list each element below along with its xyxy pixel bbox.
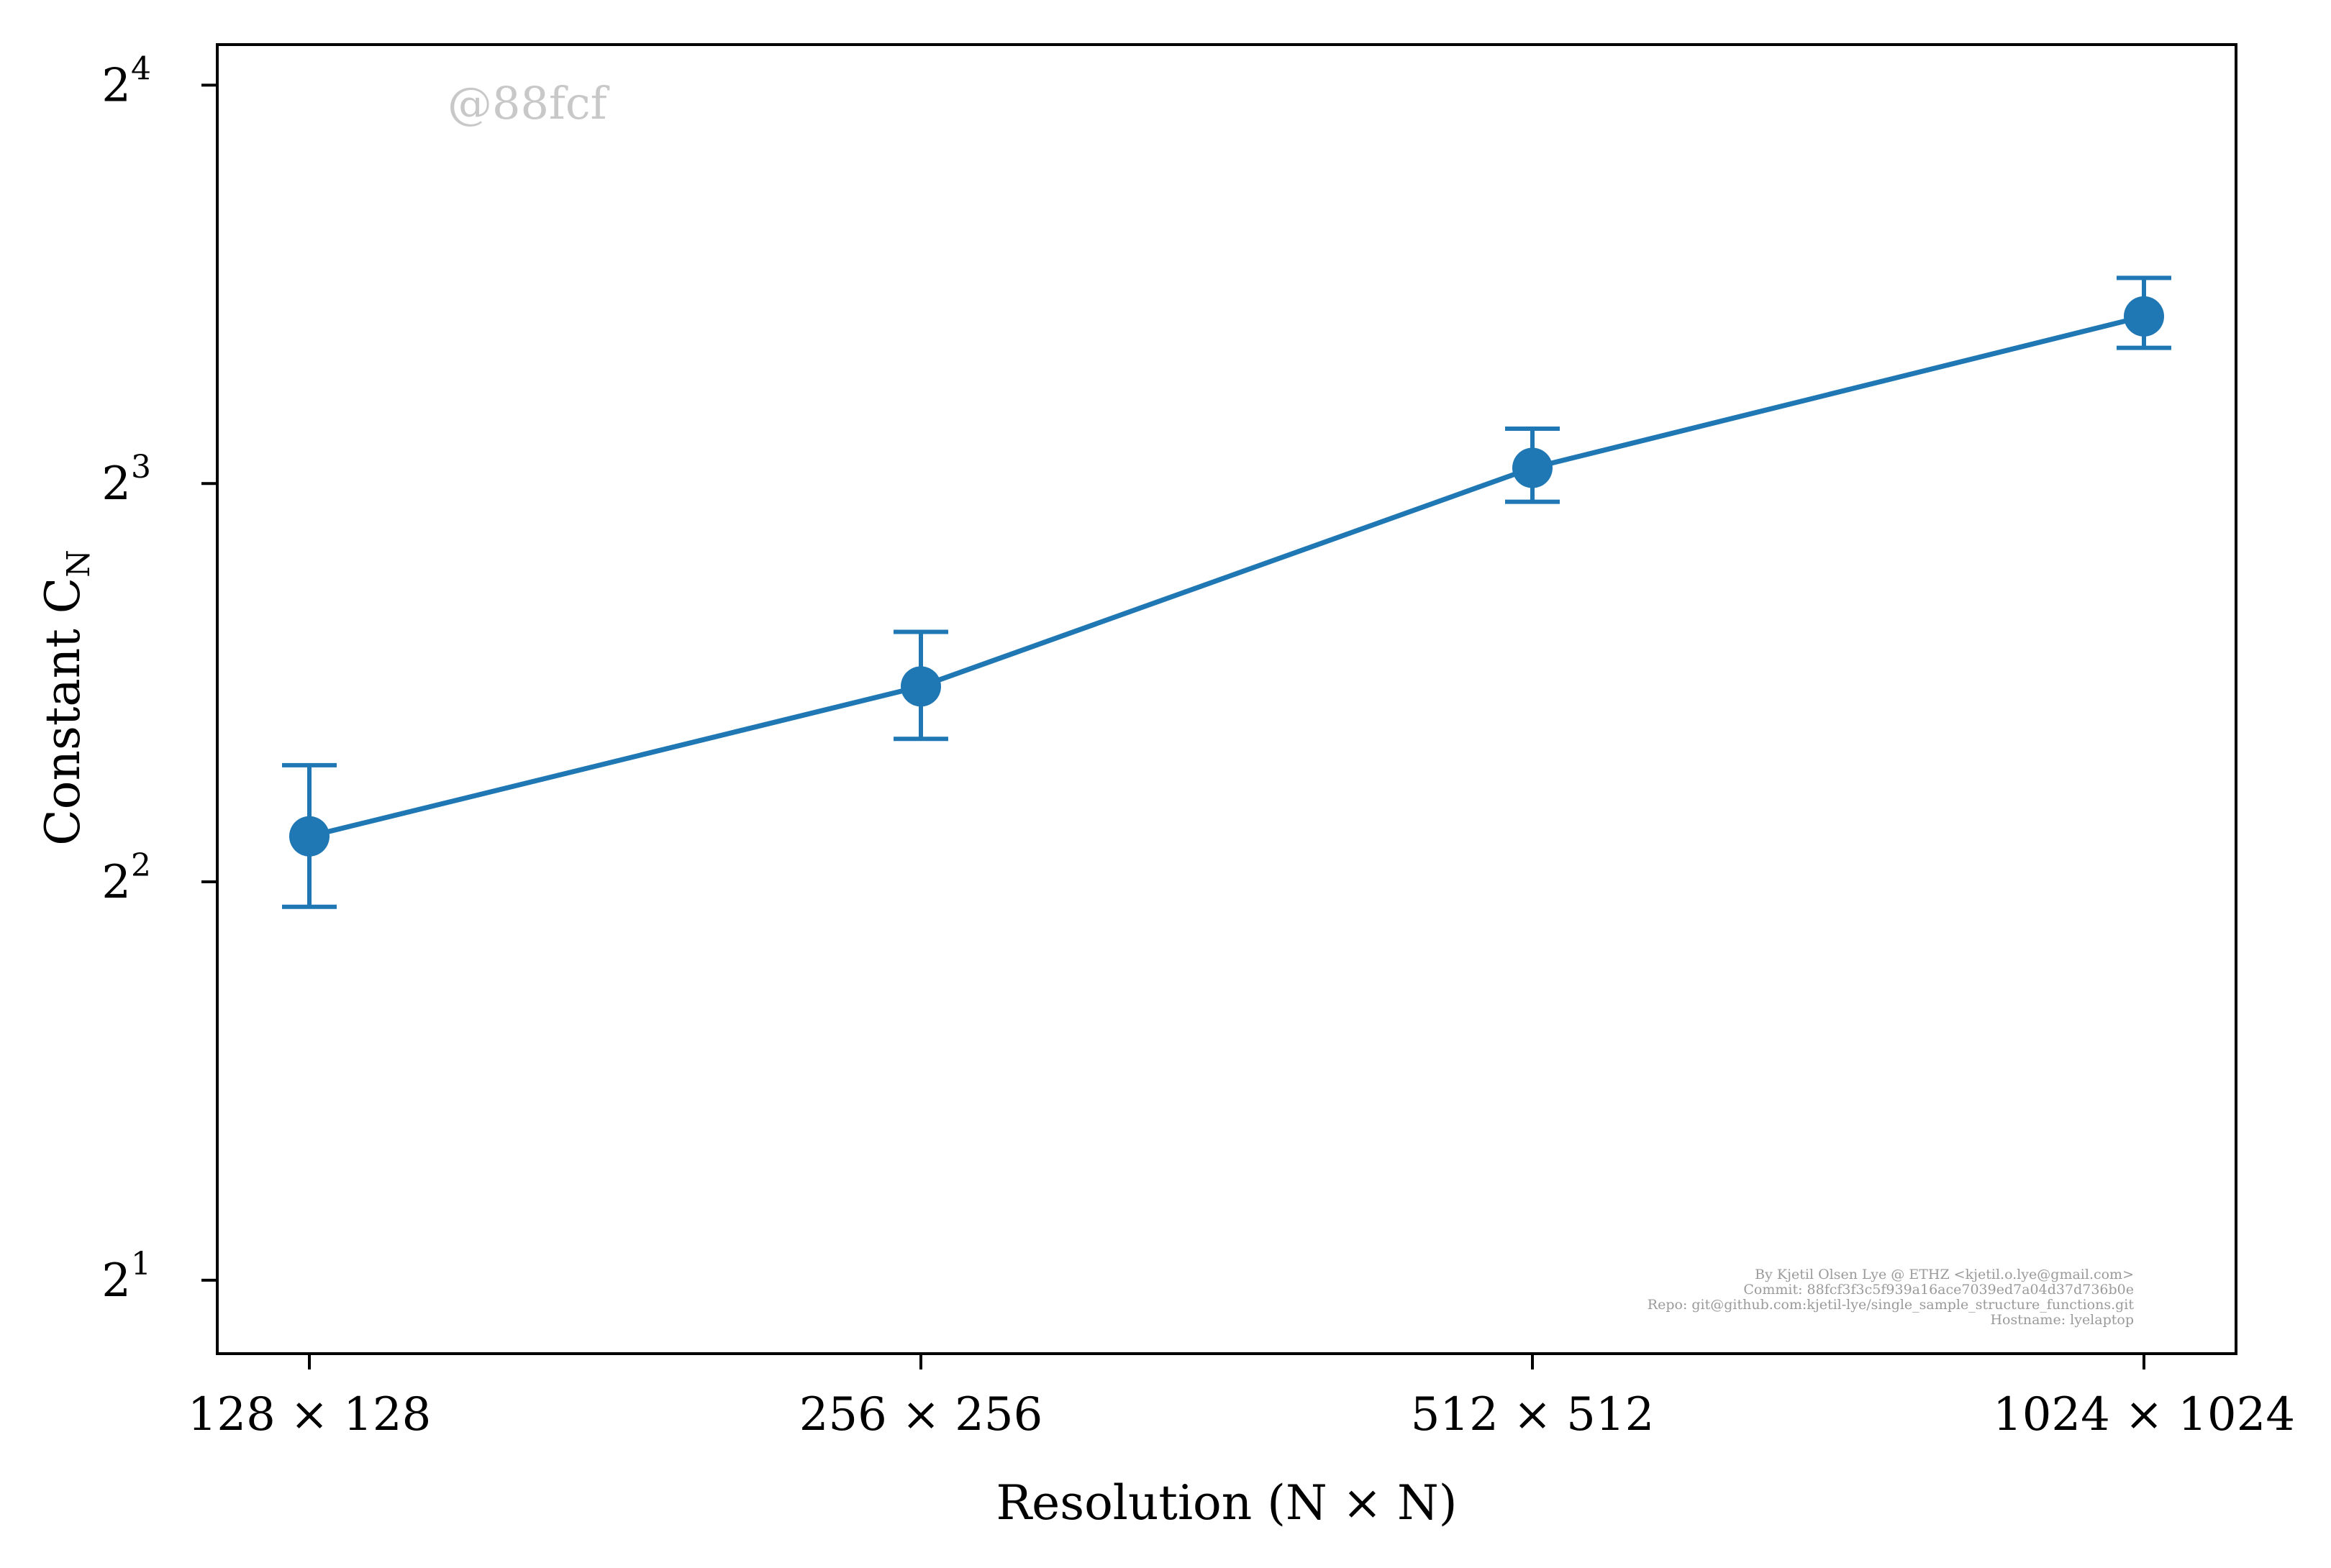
y-tick-base: 2 [101, 856, 131, 909]
credit-line: Hostname: lyelaptop [1990, 1312, 2134, 1328]
y-tick-base: 2 [101, 59, 131, 112]
y-axis-label: Constant CN [35, 550, 97, 846]
data-point [901, 666, 941, 707]
y-tick-base: 2 [101, 457, 131, 511]
y-tick-label: 24 [101, 50, 151, 112]
data-point [2124, 296, 2164, 337]
credit-line: By Kjetil Olsen Lye @ ETHZ <kjetil.o.lye… [1755, 1267, 2134, 1282]
y-tick-label: 22 [101, 847, 151, 909]
x-tick-label: 1024 × 1024 [1993, 1388, 2295, 1441]
y-tick-exponent: 3 [131, 449, 151, 486]
plot-area [216, 43, 2237, 1355]
credit-line: Commit: 88fcf3f3c5f939a16ace7039ed7a04d3… [1743, 1282, 2134, 1298]
series-group [282, 275, 2171, 909]
y-axis-label-subscript: N [60, 550, 97, 578]
y-tick-label: 23 [101, 449, 151, 511]
credits-block: By Kjetil Olsen Lye @ ETHZ <kjetil.o.lye… [1648, 1267, 2135, 1328]
axis-ticks: 128 × 128 256 × 256 512 × 512 1024 × 102421… [101, 50, 2295, 1441]
x-tick-label: 512 × 512 [1411, 1388, 1655, 1441]
data-point [289, 816, 330, 857]
credit-line: Repo: git@github.com:kjetil-lye/single_s… [1648, 1297, 2135, 1313]
y-tick-exponent: 1 [131, 1246, 151, 1282]
y-tick-base: 2 [101, 1254, 131, 1308]
x-axis-label: Resolution (N × N) [996, 1475, 1457, 1531]
watermark: @88fcf [447, 77, 610, 129]
y-tick-exponent: 4 [131, 50, 151, 87]
data-point [1512, 447, 1553, 488]
y-axis-label-main: Constant C [35, 578, 91, 846]
y-tick-exponent: 2 [131, 847, 151, 884]
series-line [309, 314, 2145, 839]
y-tick-label: 21 [101, 1246, 151, 1308]
x-tick-label: 128 × 128 [188, 1388, 432, 1441]
x-tick-label: 256 × 256 [799, 1388, 1043, 1441]
